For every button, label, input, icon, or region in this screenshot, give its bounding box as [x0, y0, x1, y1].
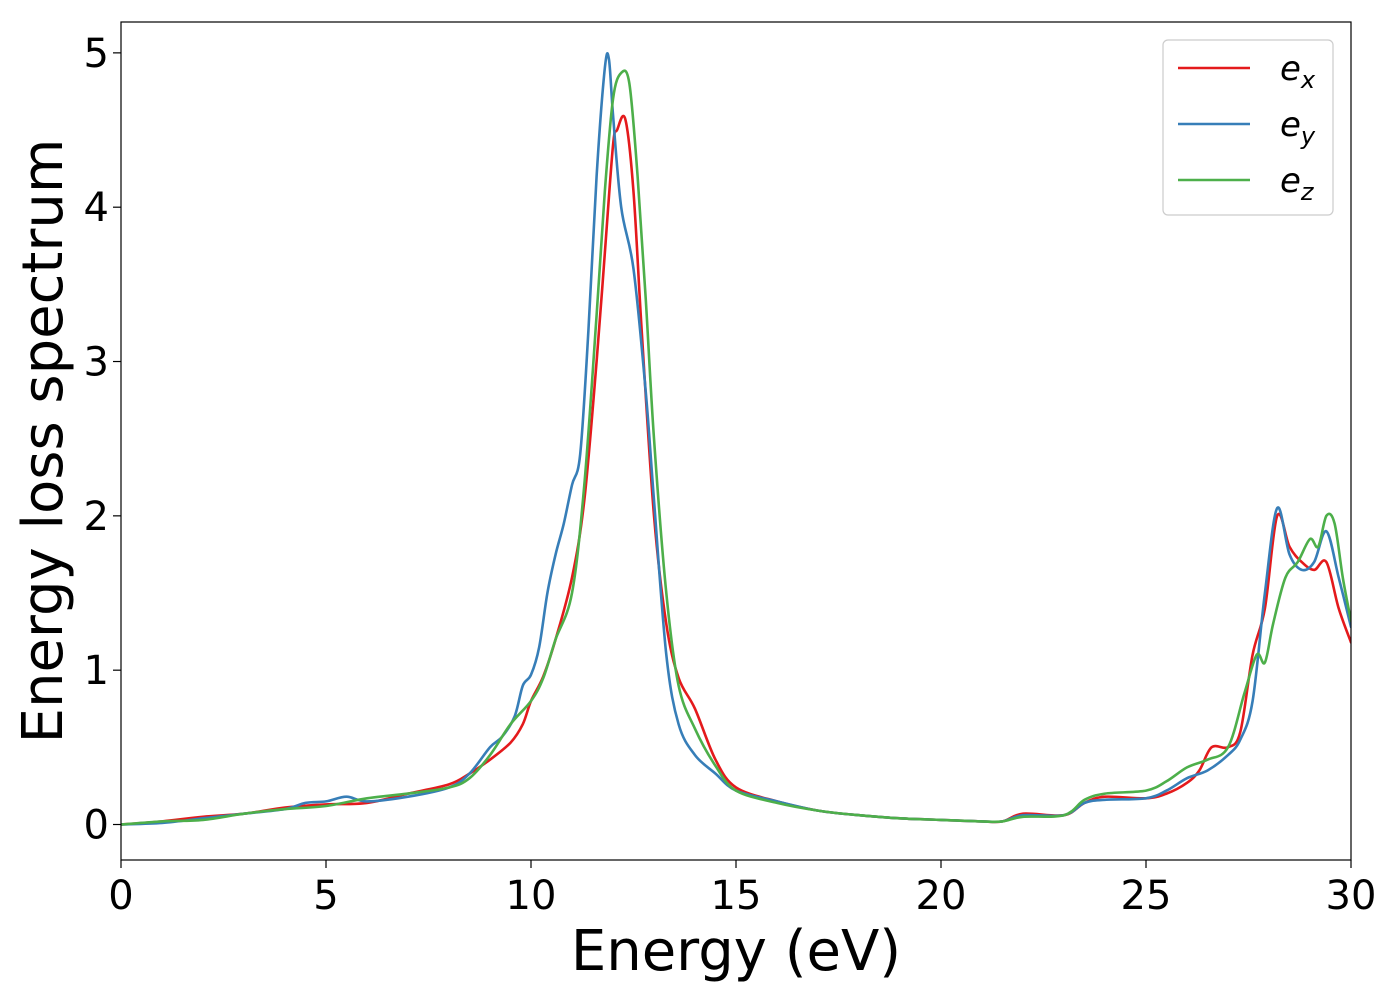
x-axis-ticks: 0 5 10 15 20 25 30: [108, 860, 1376, 919]
y-tick-label: 3: [84, 340, 109, 386]
x-tick-label: 30: [1326, 873, 1377, 919]
x-axis-label: Energy (eV): [571, 919, 901, 984]
x-tick-label: 20: [916, 873, 967, 919]
series-line-e-x: [121, 114, 1351, 826]
series-layer: [121, 52, 1351, 826]
y-axis-ticks: 0 1 2 3 4 5: [84, 31, 121, 849]
y-tick-label: 1: [84, 648, 109, 694]
y-axis-label: Energy loss spectrum: [11, 139, 76, 744]
y-tick-label: 5: [84, 31, 109, 77]
series-line-e-z: [121, 69, 1351, 826]
x-tick-label: 25: [1121, 873, 1172, 919]
legend-label: ex: [1280, 49, 1316, 94]
legend-label: ey: [1280, 105, 1316, 150]
legend-label: ez: [1280, 161, 1315, 206]
x-tick-label: 15: [711, 873, 762, 919]
legend-box: [1162, 39, 1334, 216]
series-line-e-y: [121, 52, 1351, 826]
y-tick-label: 4: [84, 185, 109, 231]
y-tick-label: 2: [84, 494, 109, 540]
y-tick-label: 0: [84, 803, 109, 849]
legend: ex ey ez: [1162, 39, 1334, 216]
x-tick-label: 5: [313, 873, 338, 919]
x-tick-label: 0: [108, 873, 133, 919]
x-tick-label: 10: [506, 873, 557, 919]
